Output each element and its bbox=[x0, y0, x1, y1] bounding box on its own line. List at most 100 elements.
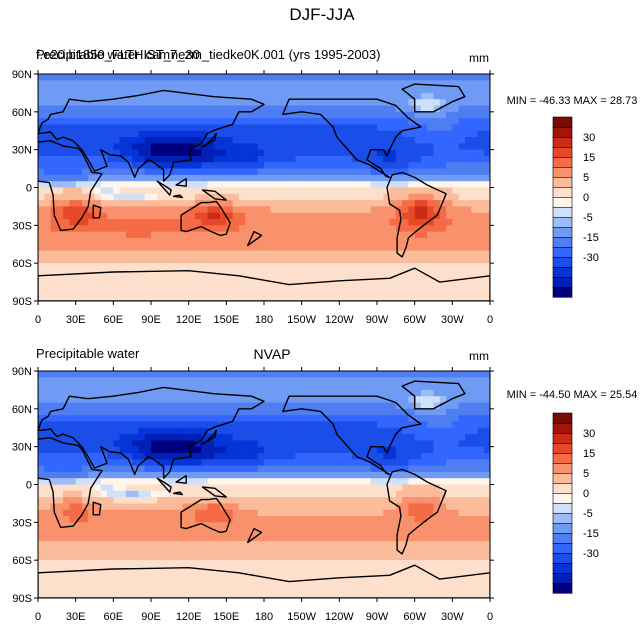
field-cell bbox=[264, 225, 271, 233]
field-cell bbox=[414, 187, 422, 195]
field-cell bbox=[119, 516, 127, 523]
field-cell bbox=[81, 478, 89, 486]
field-cell bbox=[151, 282, 158, 289]
field-cell bbox=[452, 534, 460, 542]
field-cell bbox=[38, 225, 45, 233]
field-cell bbox=[144, 275, 152, 283]
field-cell bbox=[188, 80, 196, 88]
field-cell bbox=[257, 200, 265, 208]
field-cell bbox=[201, 490, 209, 498]
field-cell bbox=[264, 187, 271, 195]
field-cell bbox=[119, 256, 127, 264]
x-tick-label: 150W bbox=[287, 314, 316, 326]
field-cell bbox=[94, 275, 102, 283]
field-cell bbox=[314, 452, 322, 460]
field-cell bbox=[169, 402, 177, 410]
field-cell bbox=[339, 225, 347, 233]
field-cell bbox=[163, 105, 171, 113]
field-cell bbox=[207, 225, 215, 233]
field-cell bbox=[377, 212, 384, 220]
field-cell bbox=[452, 459, 460, 467]
field-cell bbox=[264, 124, 271, 132]
field-cell bbox=[483, 162, 490, 170]
field-cell bbox=[333, 250, 340, 258]
field-cell bbox=[232, 446, 240, 454]
field-cell bbox=[176, 396, 183, 404]
field-cell bbox=[169, 200, 177, 208]
field-cell bbox=[333, 206, 340, 214]
field-cell bbox=[276, 541, 284, 549]
field-cell bbox=[408, 193, 416, 201]
field-cell bbox=[370, 137, 378, 144]
field-cell bbox=[276, 421, 284, 429]
field-cell bbox=[132, 522, 140, 530]
field-cell bbox=[264, 446, 271, 454]
field-cell bbox=[320, 263, 328, 271]
field-cell bbox=[81, 130, 89, 138]
field-cell bbox=[307, 560, 315, 568]
field-cell bbox=[427, 389, 435, 397]
field-cell bbox=[132, 560, 140, 568]
field-cell bbox=[427, 219, 435, 226]
field-cell bbox=[295, 86, 303, 94]
field-cell bbox=[402, 478, 409, 486]
field-cell bbox=[364, 269, 372, 277]
field-cell bbox=[81, 200, 89, 208]
field-cell bbox=[483, 560, 490, 568]
field-cell bbox=[307, 86, 315, 94]
field-cell bbox=[75, 86, 83, 94]
field-cell bbox=[345, 130, 353, 138]
field-cell bbox=[452, 237, 460, 245]
field-cell bbox=[220, 553, 227, 561]
field-cell bbox=[38, 92, 45, 100]
field-cell bbox=[320, 566, 328, 574]
field-cell bbox=[483, 231, 490, 239]
field-cell bbox=[157, 490, 165, 498]
field-cell bbox=[477, 137, 485, 144]
field-cell bbox=[464, 174, 472, 182]
field-cell bbox=[295, 547, 303, 555]
field-cell bbox=[408, 168, 416, 176]
field-cell bbox=[282, 471, 290, 479]
field-cell bbox=[345, 206, 353, 214]
field-cell bbox=[157, 206, 165, 214]
field-cell bbox=[395, 446, 403, 454]
field-cell bbox=[345, 371, 353, 378]
field-cell bbox=[75, 377, 83, 385]
field-cell bbox=[483, 415, 490, 423]
field-cell bbox=[307, 509, 315, 517]
field-cell bbox=[326, 497, 334, 505]
field-cell bbox=[207, 86, 215, 94]
field-cell bbox=[56, 92, 64, 100]
field-cell bbox=[257, 389, 265, 397]
field-cell bbox=[151, 389, 158, 397]
field-cell bbox=[389, 427, 397, 435]
field-cell bbox=[370, 193, 378, 201]
field-cell bbox=[182, 522, 190, 530]
field-cell bbox=[100, 143, 108, 151]
field-cell bbox=[452, 471, 460, 479]
colorbar-swatch bbox=[552, 136, 573, 148]
field-cell bbox=[100, 193, 108, 201]
field-cell bbox=[270, 516, 278, 523]
field-cell bbox=[377, 288, 384, 296]
y-tick-label: 0 bbox=[26, 183, 32, 195]
field-cell bbox=[383, 408, 391, 416]
field-cell bbox=[94, 465, 102, 473]
field-cell bbox=[333, 503, 340, 511]
field-cell bbox=[333, 553, 340, 561]
field-cell bbox=[56, 181, 64, 189]
field-cell bbox=[358, 149, 366, 157]
field-cell bbox=[471, 118, 479, 126]
field-cell bbox=[383, 124, 391, 132]
field-cell bbox=[238, 162, 246, 170]
field-cell bbox=[464, 263, 472, 271]
field-cell bbox=[458, 269, 466, 277]
field-cell bbox=[207, 250, 215, 258]
field-cell bbox=[358, 219, 366, 226]
field-cell bbox=[439, 74, 447, 81]
field-cell bbox=[144, 446, 152, 454]
field-cell bbox=[339, 263, 347, 271]
field-cell bbox=[471, 193, 479, 201]
field-cell bbox=[69, 452, 77, 460]
